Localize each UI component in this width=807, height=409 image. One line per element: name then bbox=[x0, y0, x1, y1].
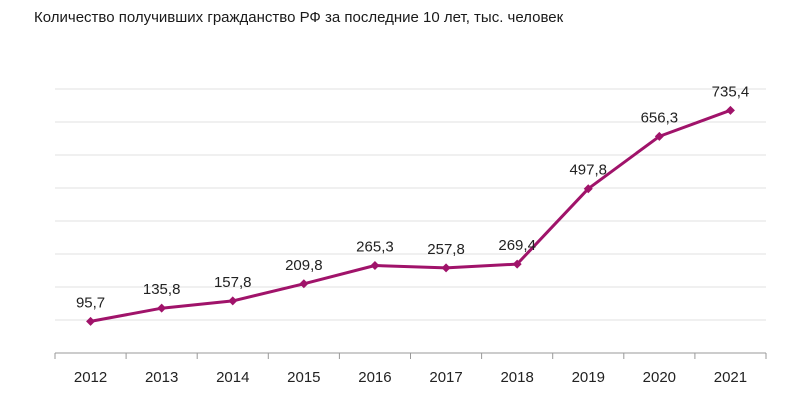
data-label: 265,3 bbox=[356, 238, 394, 255]
x-tick-label: 2014 bbox=[216, 369, 249, 386]
x-tick-label: 2018 bbox=[500, 369, 533, 386]
x-tick-label: 2016 bbox=[358, 369, 391, 386]
data-label: 656,3 bbox=[641, 109, 679, 126]
x-tick-labels: 2012 2013 2014 2015 2016 2017 2018 2019 2020 2021 bbox=[74, 369, 747, 386]
data-label: 95,7 bbox=[76, 294, 105, 311]
x-tick-label: 2015 bbox=[287, 369, 320, 386]
data-point-marker bbox=[86, 316, 96, 326]
data-label: 209,8 bbox=[285, 257, 323, 274]
data-label: 735,4 bbox=[712, 83, 750, 100]
data-point-marker bbox=[228, 296, 238, 306]
data-point-marker bbox=[441, 263, 451, 273]
data-point-marker bbox=[157, 303, 167, 313]
data-label: 269,4 bbox=[498, 237, 536, 254]
data-point-marker bbox=[512, 259, 522, 269]
data-point-marker bbox=[654, 131, 664, 141]
x-axis bbox=[54, 352, 767, 359]
chart-title: Количество получивших гражданство РФ за … bbox=[34, 9, 564, 26]
x-tick-label: 2019 bbox=[572, 369, 605, 386]
data-point-marker bbox=[725, 105, 735, 115]
data-point-marker bbox=[583, 184, 593, 194]
data-point-marker bbox=[299, 279, 309, 289]
x-tick-label: 2020 bbox=[643, 369, 676, 386]
data-labels: 95,7 135,8 157,8 209,8 265,3 257,8 269,4 497,8 6… bbox=[76, 83, 749, 311]
data-point-marker bbox=[370, 260, 380, 270]
x-tick-label: 2013 bbox=[145, 369, 178, 386]
x-tick-label: 2021 bbox=[714, 369, 747, 386]
series-markers bbox=[86, 105, 735, 326]
data-label: 135,8 bbox=[143, 281, 181, 298]
data-label: 157,8 bbox=[214, 274, 252, 291]
series-line bbox=[90, 108, 731, 323]
x-tick-label: 2012 bbox=[74, 369, 107, 386]
gridlines bbox=[55, 88, 766, 321]
x-tick-label: 2017 bbox=[429, 369, 462, 386]
data-label: 497,8 bbox=[569, 162, 607, 179]
data-label: 257,8 bbox=[427, 241, 465, 258]
